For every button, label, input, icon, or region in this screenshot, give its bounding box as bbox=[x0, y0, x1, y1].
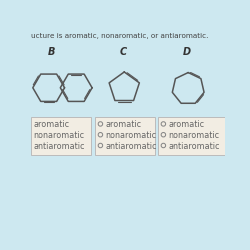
Text: antiaromatic: antiaromatic bbox=[105, 142, 157, 151]
Text: aromatic: aromatic bbox=[34, 120, 70, 129]
Text: antiaromatic: antiaromatic bbox=[168, 142, 220, 151]
Text: D: D bbox=[182, 47, 190, 57]
FancyBboxPatch shape bbox=[95, 116, 155, 155]
Text: nonaromatic: nonaromatic bbox=[105, 131, 156, 140]
Text: nonaromatic: nonaromatic bbox=[34, 131, 85, 140]
Text: ucture is aromatic, nonaromatic, or antiaromatic.: ucture is aromatic, nonaromatic, or anti… bbox=[31, 33, 208, 39]
Text: aromatic: aromatic bbox=[105, 120, 142, 129]
Text: nonaromatic: nonaromatic bbox=[168, 131, 219, 140]
Text: C: C bbox=[120, 47, 126, 57]
Text: aromatic: aromatic bbox=[168, 120, 204, 129]
FancyBboxPatch shape bbox=[158, 116, 225, 155]
Text: antiaromatic: antiaromatic bbox=[34, 142, 85, 151]
Text: B: B bbox=[48, 47, 55, 57]
FancyBboxPatch shape bbox=[31, 116, 91, 155]
